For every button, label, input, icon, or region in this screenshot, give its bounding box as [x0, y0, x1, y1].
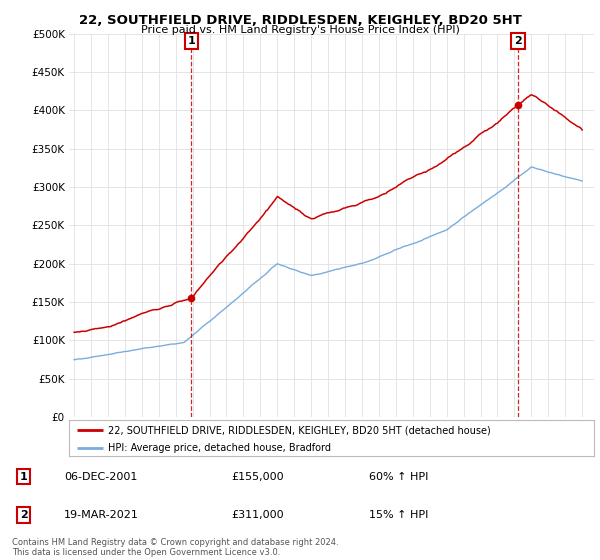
Text: 06-DEC-2001: 06-DEC-2001: [64, 472, 137, 482]
Text: £155,000: £155,000: [231, 472, 284, 482]
Text: 1: 1: [20, 472, 28, 482]
Text: 22, SOUTHFIELD DRIVE, RIDDLESDEN, KEIGHLEY, BD20 5HT: 22, SOUTHFIELD DRIVE, RIDDLESDEN, KEIGHL…: [79, 14, 521, 27]
Text: 2: 2: [514, 36, 522, 46]
Text: 15% ↑ HPI: 15% ↑ HPI: [369, 510, 428, 520]
Text: 22, SOUTHFIELD DRIVE, RIDDLESDEN, KEIGHLEY, BD20 5HT (detached house): 22, SOUTHFIELD DRIVE, RIDDLESDEN, KEIGHL…: [109, 425, 491, 435]
Text: Price paid vs. HM Land Registry's House Price Index (HPI): Price paid vs. HM Land Registry's House …: [140, 25, 460, 35]
Text: 60% ↑ HPI: 60% ↑ HPI: [369, 472, 428, 482]
Text: 19-MAR-2021: 19-MAR-2021: [64, 510, 139, 520]
Text: 1: 1: [187, 36, 195, 46]
Text: 2: 2: [20, 510, 28, 520]
Text: £311,000: £311,000: [231, 510, 284, 520]
Text: HPI: Average price, detached house, Bradford: HPI: Average price, detached house, Brad…: [109, 444, 331, 454]
Text: Contains HM Land Registry data © Crown copyright and database right 2024.
This d: Contains HM Land Registry data © Crown c…: [12, 538, 338, 557]
